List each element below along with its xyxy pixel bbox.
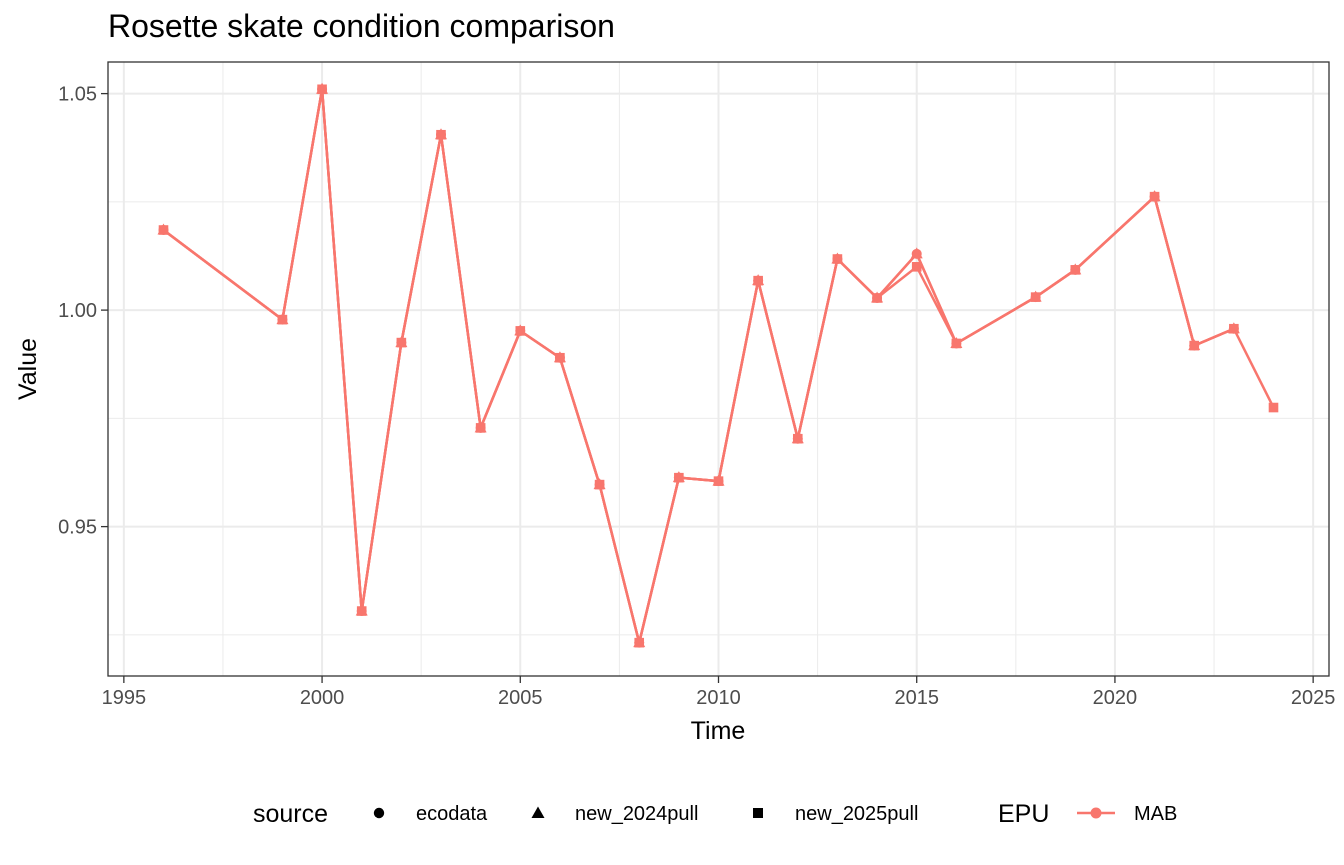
x-tick-label: 2025: [1291, 687, 1336, 709]
point-new_2025pull: [872, 293, 882, 303]
point-new_2025pull: [1268, 402, 1279, 413]
y-tick-label: 0.95: [58, 517, 97, 539]
point-new_2025pull: [634, 637, 645, 648]
point-new_2025pull: [1189, 340, 1200, 351]
y-axis-title: Value: [14, 338, 42, 400]
x-axis-title: Time: [691, 717, 746, 745]
y-axis-ticks: 0.95 1.00 1.05: [58, 84, 108, 539]
x-tick-label: 1995: [102, 687, 147, 709]
point-new_2025pull: [515, 326, 526, 336]
legend: source ecodata new_2024pull new_2025pull…: [253, 800, 1177, 828]
x-tick-label: 2020: [1093, 687, 1138, 709]
point-new_2025pull: [594, 479, 605, 490]
point-new_2025pull: [475, 423, 486, 433]
y-tick-label: 1.05: [58, 84, 97, 106]
legend-label-mab: MAB: [1134, 803, 1177, 825]
chart-title: Rosette skate condition comparison: [108, 8, 615, 44]
point-new_2025pull: [158, 225, 169, 235]
legend-epu-title: EPU: [998, 800, 1049, 828]
point-new_2025pull: [674, 472, 684, 483]
legend-source-title: source: [253, 800, 328, 828]
x-tick-label: 2005: [498, 687, 543, 709]
point-new_2025pull: [317, 84, 327, 95]
point-new_2024pull: [910, 247, 923, 259]
point-new_2025pull: [792, 433, 803, 444]
point-new_2025pull: [911, 262, 922, 272]
point-new_2025pull: [1149, 191, 1160, 202]
point-new_2025pull: [396, 337, 407, 348]
point-new_2025pull: [713, 476, 724, 486]
point-new_2025pull: [555, 352, 565, 363]
legend-label-new-2024pull: new_2024pull: [575, 803, 698, 825]
legend-triangle-key: [531, 806, 545, 818]
legend-circle-key: [373, 807, 385, 819]
legend-label-new-2025pull: new_2025pull: [795, 803, 918, 825]
legend-label-ecodata: ecodata: [416, 803, 488, 825]
legend-square-key: [753, 808, 763, 818]
x-tick-label: 2015: [894, 687, 939, 709]
legend-mab-point: [1090, 807, 1102, 819]
point-new_2025pull: [277, 314, 288, 325]
x-tick-label: 2000: [300, 687, 345, 709]
x-tick-label: 2010: [696, 687, 741, 709]
point-new_2025pull: [1030, 292, 1041, 302]
major-gridlines: [108, 62, 1329, 676]
point-new_2025pull: [1070, 265, 1081, 275]
point-new_2025pull: [753, 275, 763, 286]
x-axis-ticks: 1995 2000 2005 2010 2015 2020 2025: [102, 676, 1336, 709]
point-new_2025pull: [356, 606, 367, 616]
point-new_2025pull: [436, 129, 446, 140]
point-new_2025pull: [951, 338, 962, 349]
point-new_2025pull: [1229, 323, 1239, 334]
y-tick-label: 1.00: [58, 300, 97, 322]
point-new_2025pull: [832, 254, 843, 264]
series-points: [157, 82, 1279, 648]
